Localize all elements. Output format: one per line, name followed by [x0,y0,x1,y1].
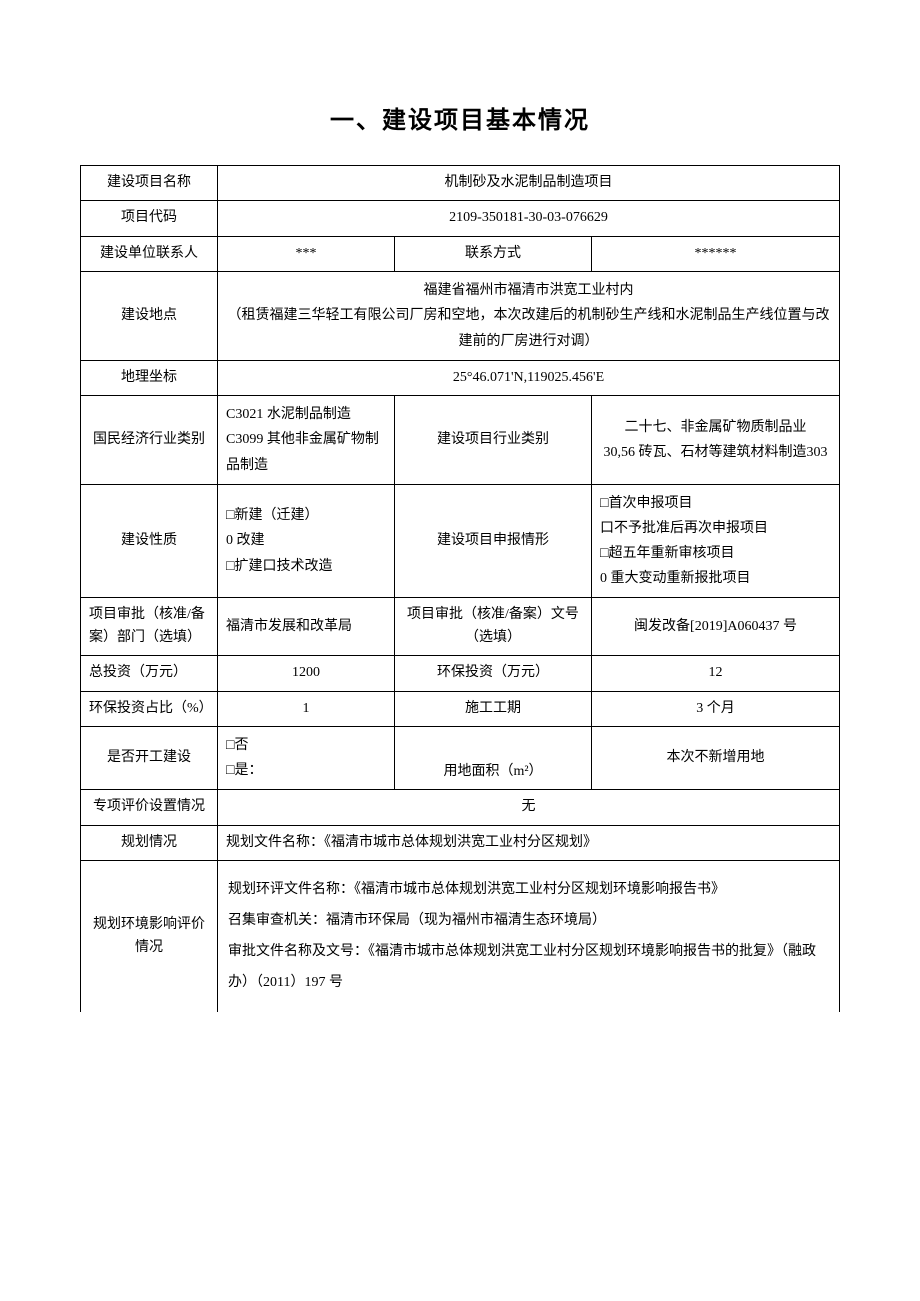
table-row: 建设单位联系人 *** 联系方式 ****** [81,236,840,271]
total-invest-label: 总投资（万元） [81,656,218,691]
industry-class-value: C3021 水泥制品制造 C3099 其他非金属矿物制品制造 [218,396,395,485]
application-type-label: 建设项目申报情形 [395,484,592,598]
planning-env-line: 审批文件名称及文号：《福清市城市总体规划洪宽工业村分区规划环境影响报告书的批复》… [228,937,829,999]
project-name-value: 机制砂及水泥制品制造项目 [218,166,840,201]
planning-env-label: 规划环境影响评价情况 [81,861,218,1013]
industry-class-label: 国民经济行业类别 [81,396,218,485]
table-row: 建设项目名称 机制砂及水泥制品制造项目 [81,166,840,201]
planning-value: 规划文件名称：《福清市城市总体规划洪宽工业村分区规划》 [218,825,840,860]
total-invest-value: 1200 [218,656,395,691]
application-type-value: □首次申报项目 口不予批准后再次申报项目 □超五年重新审核项目 0 重大变动重新… [592,484,840,598]
env-invest-value: 12 [592,656,840,691]
table-row: 是否开工建设 □否 □是： 用地面积（m²） 本次不新增用地 [81,727,840,790]
land-area-label: 用地面积（m²） [395,727,592,790]
project-code-value: 2109-350181-30-03-076629 [218,201,840,236]
env-invest-ratio-value: 1 [218,691,395,726]
table-row: 项目审批（核准/备案）部门（选填） 福清市发展和改革局 项目审批（核准/备案）文… [81,598,840,656]
approval-doc-label: 项目审批（核准/备案）文号（选填） [395,598,592,656]
table-row: 建设地点 福建省福州市福清市洪宽工业村内 （租赁福建三华轻工有限公司厂房和空地，… [81,272,840,361]
approval-dept-value: 福清市发展和改革局 [218,598,395,656]
project-code-label: 项目代码 [81,201,218,236]
land-area-value: 本次不新增用地 [592,727,840,790]
geo-coord-label: 地理坐标 [81,360,218,395]
table-row: 规划情况 规划文件名称：《福清市城市总体规划洪宽工业村分区规划》 [81,825,840,860]
started-value: □否 □是： [218,727,395,790]
page-title: 一、建设项目基本情况 [80,100,840,135]
construction-period-label: 施工工期 [395,691,592,726]
approval-doc-value: 闽发改备[2019]A060437 号 [592,598,840,656]
approval-dept-label: 项目审批（核准/备案）部门（选填） [81,598,218,656]
construction-nature-label: 建设性质 [81,484,218,598]
table-row: 项目代码 2109-350181-30-03-076629 [81,201,840,236]
env-invest-label: 环保投资（万元） [395,656,592,691]
table-row: 建设性质 □新建（迁建） 0 改建 □扩建口技术改造 建设项目申报情形 □首次申… [81,484,840,598]
contact-method-label: 联系方式 [395,236,592,271]
table-row: 规划环境影响评价情况 规划环评文件名称：《福清市城市总体规划洪宽工业村分区规划环… [81,861,840,1013]
table-row: 总投资（万元） 1200 环保投资（万元） 12 [81,656,840,691]
contact-person-label: 建设单位联系人 [81,236,218,271]
contact-person-value: *** [218,236,395,271]
planning-env-line: 规划环评文件名称：《福清市城市总体规划洪宽工业村分区规划环境影响报告书》 [228,875,829,906]
project-industry-label: 建设项目行业类别 [395,396,592,485]
project-industry-value: 二十七、非金属矿物质制品业 30,56 砖瓦、石材等建筑材料制造303 [592,396,840,485]
contact-method-value: ****** [592,236,840,271]
planning-env-value: 规划环评文件名称：《福清市城市总体规划洪宽工业村分区规划环境影响报告书》 召集审… [218,861,840,1013]
special-eval-value: 无 [218,790,840,825]
project-name-label: 建设项目名称 [81,166,218,201]
construction-nature-value: □新建（迁建） 0 改建 □扩建口技术改造 [218,484,395,598]
started-label: 是否开工建设 [81,727,218,790]
location-value: 福建省福州市福清市洪宽工业村内 （租赁福建三华轻工有限公司厂房和空地，本次改建后… [218,272,840,361]
table-row: 地理坐标 25°46.071'N,119025.456'E [81,360,840,395]
env-invest-ratio-label: 环保投资占比（%） [81,691,218,726]
table-row: 专项评价设置情况 无 [81,790,840,825]
location-label: 建设地点 [81,272,218,361]
planning-env-line: 召集审查机关：福清市环保局（现为福州市福清生态环境局） [228,906,829,937]
table-row: 国民经济行业类别 C3021 水泥制品制造 C3099 其他非金属矿物制品制造 … [81,396,840,485]
special-eval-label: 专项评价设置情况 [81,790,218,825]
table-row: 环保投资占比（%） 1 施工工期 3 个月 [81,691,840,726]
construction-period-value: 3 个月 [592,691,840,726]
geo-coord-value: 25°46.071'N,119025.456'E [218,360,840,395]
planning-label: 规划情况 [81,825,218,860]
project-info-table: 建设项目名称 机制砂及水泥制品制造项目 项目代码 2109-350181-30-… [80,165,840,1012]
